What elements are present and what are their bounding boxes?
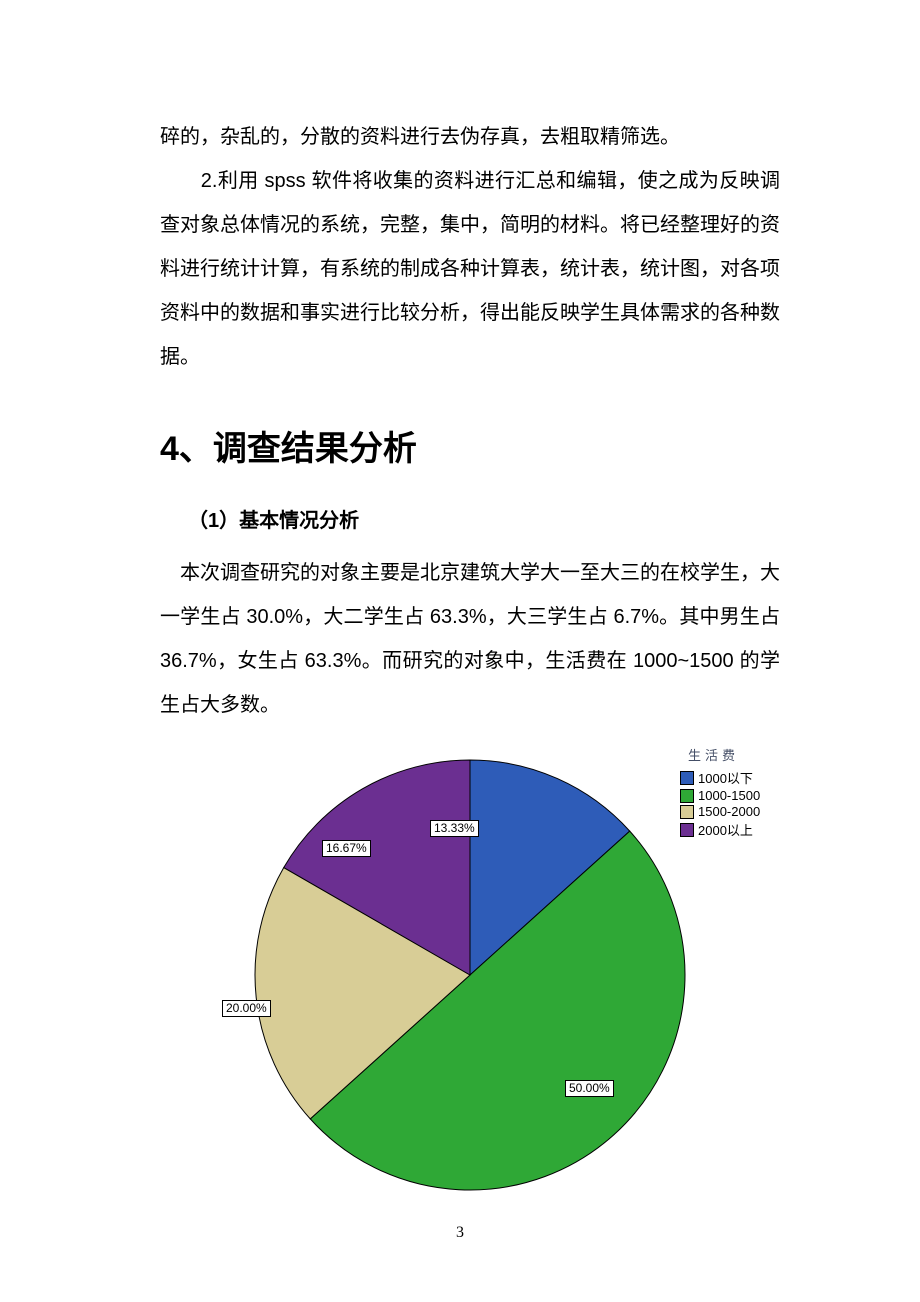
legend-swatch <box>680 789 694 803</box>
sub-heading: （1）基本情况分析 <box>188 504 780 533</box>
paragraph-2: 2.利用 spss 软件将收集的资料进行汇总和编辑，使之成为反映调查对象总体情况… <box>160 159 780 379</box>
legend-swatch <box>680 823 694 837</box>
legend-label: 1000-1500 <box>698 788 760 803</box>
legend-label: 1000以下 <box>698 768 753 787</box>
legend-item: 2000以上 <box>680 820 760 839</box>
legend-item: 1500-2000 <box>680 804 760 819</box>
legend-label: 1500-2000 <box>698 804 760 819</box>
pie-percent-label: 50.00% <box>565 1080 614 1097</box>
pie-chart <box>250 745 710 1205</box>
legend-title: 生活费 <box>688 745 760 764</box>
pie-percent-label: 20.00% <box>222 1000 271 1017</box>
legend-swatch <box>680 805 694 819</box>
page-number: 3 <box>0 1224 920 1242</box>
legend-item: 1000以下 <box>680 768 760 787</box>
legend-item: 1000-1500 <box>680 788 760 803</box>
pie-chart-container: 生活费 1000以下1000-15001500-20002000以上 13.33… <box>160 745 800 1245</box>
legend-label: 2000以上 <box>698 820 753 839</box>
chart-legend: 生活费 1000以下1000-15001500-20002000以上 <box>680 745 760 840</box>
pie-percent-label: 13.33% <box>430 820 479 837</box>
legend-swatch <box>680 771 694 785</box>
pie-percent-label: 16.67% <box>322 840 371 857</box>
section-heading: 4、调查结果分析 <box>160 421 780 470</box>
paragraph-1: 碎的，杂乱的，分散的资料进行去伪存真，去粗取精筛选。 <box>160 115 780 159</box>
body-paragraph-3: 本次调查研究的对象主要是北京建筑大学大一至大三的在校学生，大一学生占 30.0%… <box>160 551 780 727</box>
